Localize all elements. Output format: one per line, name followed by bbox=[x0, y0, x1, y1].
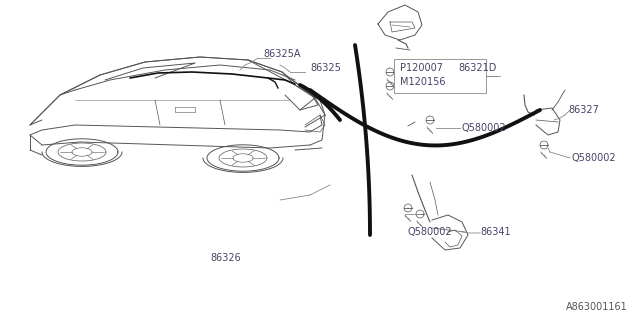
Text: M120156: M120156 bbox=[400, 77, 445, 87]
Text: A863001161: A863001161 bbox=[566, 302, 628, 312]
Text: 86327: 86327 bbox=[568, 105, 599, 115]
Text: Q580002: Q580002 bbox=[408, 227, 452, 237]
Text: 86341: 86341 bbox=[480, 227, 511, 237]
FancyBboxPatch shape bbox=[394, 59, 486, 93]
Text: 86325: 86325 bbox=[310, 63, 341, 73]
Text: Q580002: Q580002 bbox=[462, 123, 507, 133]
Text: P120007: P120007 bbox=[400, 63, 443, 73]
Text: Q580002: Q580002 bbox=[572, 153, 616, 163]
Text: 86325A: 86325A bbox=[263, 49, 301, 59]
Text: 86326: 86326 bbox=[210, 253, 241, 263]
Text: 86321D: 86321D bbox=[458, 63, 497, 73]
